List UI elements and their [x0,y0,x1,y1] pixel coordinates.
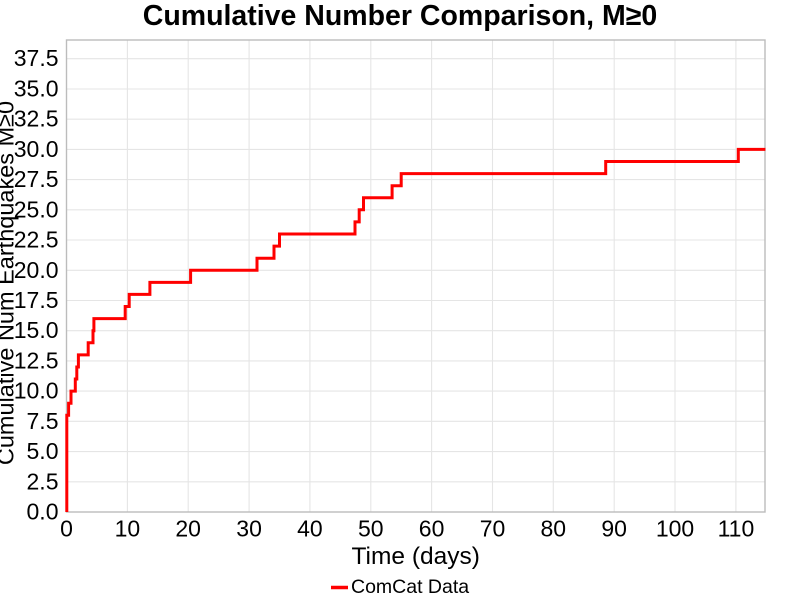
svg-text:12.5: 12.5 [14,347,59,373]
svg-text:20: 20 [175,515,201,541]
svg-text:100: 100 [656,515,694,541]
svg-text:37.5: 37.5 [14,45,59,71]
svg-text:50: 50 [358,515,384,541]
svg-text:17.5: 17.5 [14,287,59,313]
svg-text:Cumulative Number Comparison,: Cumulative Number Comparison, M≥0 [143,0,657,32]
svg-text:10: 10 [115,515,141,541]
svg-text:22.5: 22.5 [14,227,59,253]
svg-text:0.0: 0.0 [27,499,59,525]
svg-text:90: 90 [601,515,627,541]
svg-text:30: 30 [236,515,262,541]
svg-text:35.0: 35.0 [14,76,59,102]
svg-text:110: 110 [718,515,755,541]
svg-text:7.5: 7.5 [27,408,59,434]
svg-text:60: 60 [419,515,445,541]
svg-text:20.0: 20.0 [14,257,59,283]
svg-text:32.5: 32.5 [14,106,59,132]
svg-text:Cumulative Num Earthquakes M≥0: Cumulative Num Earthquakes M≥0 [0,101,19,465]
svg-text:ComCat Data: ComCat Data [351,576,469,598]
svg-text:0: 0 [60,515,73,541]
svg-text:Time (days): Time (days) [351,543,479,570]
svg-text:10.0: 10.0 [14,378,59,404]
svg-text:2.5: 2.5 [27,468,59,494]
svg-text:70: 70 [480,515,506,541]
svg-text:30.0: 30.0 [14,136,59,162]
svg-text:25.0: 25.0 [14,196,59,222]
svg-text:15.0: 15.0 [14,317,59,343]
svg-text:27.5: 27.5 [14,166,59,192]
svg-text:5.0: 5.0 [27,438,59,464]
svg-text:40: 40 [297,515,323,541]
svg-text:80: 80 [541,515,567,541]
